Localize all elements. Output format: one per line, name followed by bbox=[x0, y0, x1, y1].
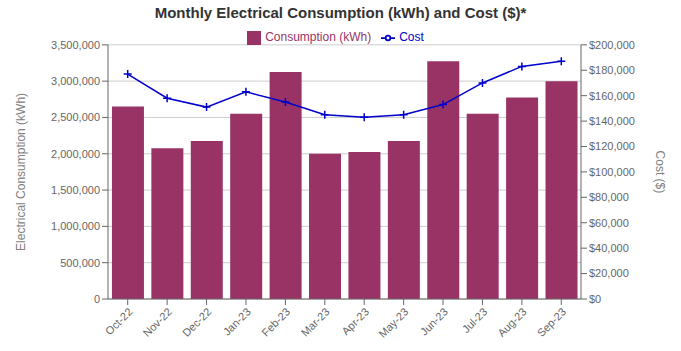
svg-text:2,500,000: 2,500,000 bbox=[51, 111, 100, 123]
svg-text:$140,000: $140,000 bbox=[589, 115, 635, 127]
svg-text:Oct-22: Oct-22 bbox=[103, 305, 135, 337]
svg-text:1,500,000: 1,500,000 bbox=[51, 184, 100, 196]
svg-text:2,000,000: 2,000,000 bbox=[51, 148, 100, 160]
svg-text:$120,000: $120,000 bbox=[589, 140, 635, 152]
svg-text:3,000,000: 3,000,000 bbox=[51, 75, 100, 87]
svg-text:Cost ($): Cost ($) bbox=[653, 151, 667, 194]
svg-text:Apr-23: Apr-23 bbox=[339, 305, 371, 337]
svg-text:Aug-23: Aug-23 bbox=[495, 305, 529, 339]
svg-text:Nov-22: Nov-22 bbox=[140, 305, 174, 339]
svg-text:May-23: May-23 bbox=[376, 305, 410, 339]
svg-text:$180,000: $180,000 bbox=[589, 64, 635, 76]
svg-text:500,000: 500,000 bbox=[60, 257, 100, 269]
svg-text:Jun-23: Jun-23 bbox=[418, 305, 450, 337]
svg-text:Feb-23: Feb-23 bbox=[259, 305, 292, 338]
svg-text:3,500,000: 3,500,000 bbox=[51, 39, 100, 51]
svg-text:$20,000: $20,000 bbox=[589, 267, 629, 279]
svg-text:$40,000: $40,000 bbox=[589, 242, 629, 254]
html-text:Consumption (kWh): Consumption (kWh) bbox=[265, 30, 372, 44]
svg-text:Mar-23: Mar-23 bbox=[299, 305, 332, 338]
svg-text:0: 0 bbox=[94, 293, 100, 305]
svg-text:1,000,000: 1,000,000 bbox=[51, 220, 100, 232]
svg-text:Jul-23: Jul-23 bbox=[460, 305, 490, 335]
svg-text:$80,000: $80,000 bbox=[589, 191, 629, 203]
svg-text:$100,000: $100,000 bbox=[589, 166, 635, 178]
html-text:Monthly Electrical Consumption: Monthly Electrical Consumption (kWh) and… bbox=[154, 4, 527, 21]
svg-text:$200,000: $200,000 bbox=[589, 39, 635, 51]
svg-text:Electrical Consumption (kWh): Electrical Consumption (kWh) bbox=[14, 93, 28, 251]
svg-text:$160,000: $160,000 bbox=[589, 90, 635, 102]
svg-text:Sep-23: Sep-23 bbox=[535, 305, 569, 339]
svg-text:$0: $0 bbox=[589, 293, 601, 305]
svg-text:Dec-22: Dec-22 bbox=[180, 305, 214, 339]
svg-text:$60,000: $60,000 bbox=[589, 217, 629, 229]
html-text:Cost: Cost bbox=[399, 30, 424, 44]
svg-text:Jan-23: Jan-23 bbox=[221, 305, 253, 337]
